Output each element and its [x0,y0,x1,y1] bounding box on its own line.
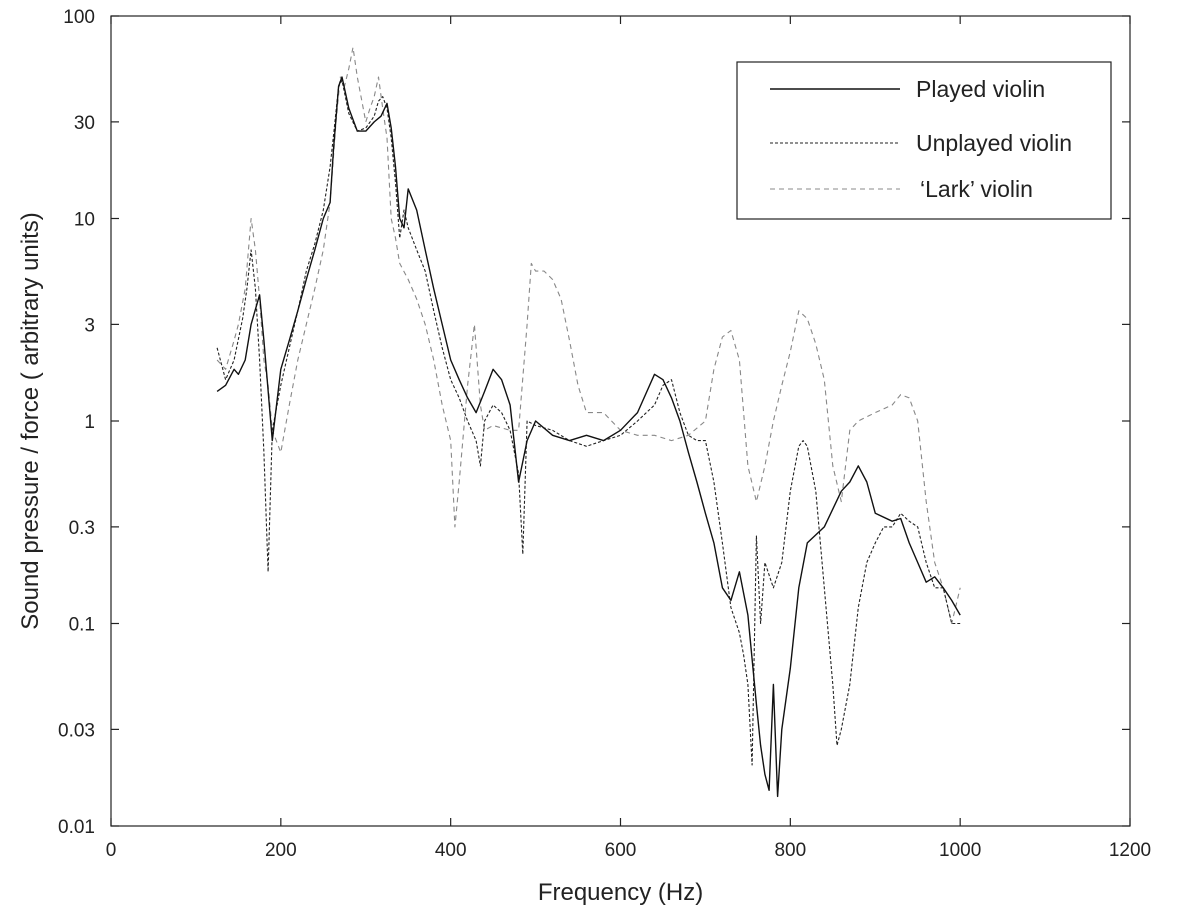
legend: Played violin Unplayed violin ‘Lark’ vio… [736,61,1112,220]
x-tick-label: 0 [106,840,117,861]
y-tick-label: 100 [63,7,95,28]
x-tick-label: 600 [605,840,637,861]
plot-series [216,46,961,798]
x-tick-label: 200 [265,840,297,861]
y-tick-label: 0.3 [69,518,95,539]
y-tick-label: 1 [84,412,95,433]
x-tick-label: 800 [774,840,806,861]
y-tick-label: 10 [74,210,95,231]
legend-label-lark-violin: ‘Lark’ violin [920,176,1033,202]
x-tick-label: 400 [435,840,467,861]
legend-label-played-violin: Played violin [916,76,1045,102]
y-tick-label: 30 [74,113,95,134]
x-axis: 0 200 400 600 800 1000 1200 [106,16,1151,861]
series-line-played-violin [216,76,961,798]
legend-box [736,61,1112,220]
y-axis: 0.01 0.03 0.1 0.3 1 3 10 30 100 [58,7,1130,838]
y-tick-label: 0.03 [58,720,95,741]
x-axis-label: Frequency (Hz) [538,879,703,906]
y-tick-label: 3 [84,315,95,336]
x-tick-label: 1000 [939,840,981,861]
y-axis-label: Sound pressure / force ( arbitrary units… [17,212,44,630]
y-tick-label: 0.1 [69,615,95,636]
y-tick-label: 0.01 [58,817,95,838]
series-line-unplayed-violin [216,79,961,766]
legend-label-unplayed-violin: Unplayed violin [916,130,1072,156]
x-tick-label: 1200 [1109,840,1151,861]
series-line-lark-violin [216,46,961,625]
